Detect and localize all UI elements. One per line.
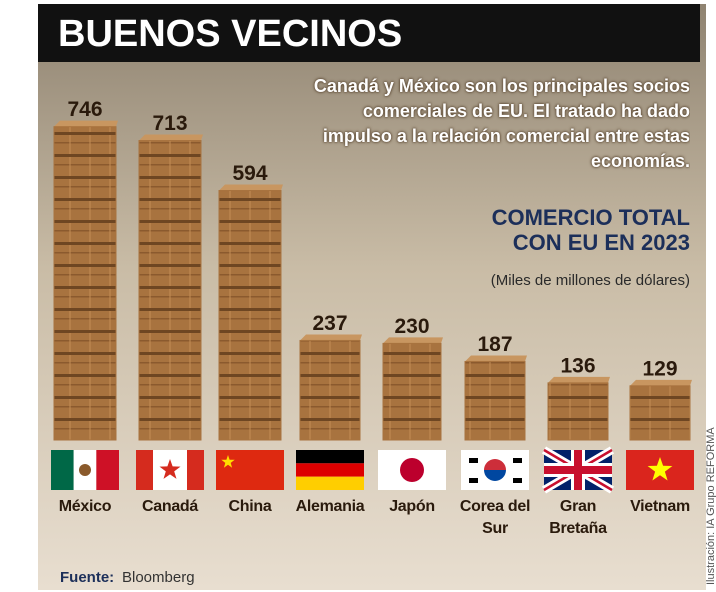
chart-title-box: COMERCIO TOTAL CON EU EN 2023 (440, 205, 690, 265)
value-label: 237 (312, 312, 347, 335)
flag (51, 450, 119, 490)
flag-part (187, 450, 204, 490)
category-label: Vietnam (624, 496, 696, 518)
flag-part (216, 450, 284, 490)
flag-part (296, 450, 364, 463)
flag-part (513, 458, 522, 463)
bar (383, 343, 441, 440)
category-box: Gran Bretaña (538, 496, 618, 546)
flag (626, 450, 694, 490)
bar-top (548, 377, 610, 383)
subtitle-box: Canadá y México son los principales soci… (300, 74, 690, 184)
bar-top (219, 185, 283, 191)
flag (136, 450, 204, 490)
value-label: 746 (67, 98, 102, 121)
title: BUENOS VECINOS (58, 13, 402, 55)
category-label: Japón (376, 496, 448, 518)
bar (139, 141, 201, 440)
subtitle: Canadá y México son los principales soci… (300, 74, 690, 174)
category-label: Alemania (294, 496, 366, 518)
flag-part (469, 458, 478, 463)
unit-note: (Miles de millones de dólares) (400, 272, 690, 289)
flag-part (574, 450, 582, 490)
bar-top (630, 380, 692, 386)
flag-part (296, 463, 364, 476)
bar (548, 383, 608, 440)
value-label: 594 (232, 162, 267, 185)
value-label: 187 (477, 333, 512, 356)
source-label: Fuente: (60, 569, 114, 586)
bar (465, 361, 525, 440)
credit: Ilustración: IA Grupo REFORMA (705, 427, 716, 585)
flag (378, 450, 446, 490)
flag-part (136, 450, 153, 490)
bar-top (300, 334, 362, 340)
category-box: Japón (372, 496, 452, 546)
category-box: Canadá (130, 496, 210, 546)
flag-part (79, 464, 91, 476)
category-label: Canadá (134, 496, 206, 518)
category-label: Corea del Sur (459, 496, 531, 540)
bar-top (383, 337, 443, 343)
flag (544, 450, 612, 490)
flag-part (400, 458, 424, 482)
category-label: China (214, 496, 286, 518)
flag (461, 450, 529, 490)
value-label: 230 (394, 315, 429, 338)
flag-part (469, 478, 478, 483)
category-box: Corea del Sur (455, 496, 535, 546)
value-label: 136 (560, 354, 595, 377)
bar (219, 191, 281, 440)
unit-box: (Miles de millones de dólares) (400, 272, 690, 296)
category-box: México (45, 496, 125, 546)
bar-top (465, 355, 527, 361)
value-label: 129 (642, 357, 677, 380)
bar-top (139, 135, 203, 141)
category-box: Vietnam (620, 496, 700, 546)
bar-top (54, 121, 118, 127)
value-label: 713 (152, 112, 187, 135)
category-box: China (210, 496, 290, 546)
category-label: México (49, 496, 121, 518)
bar (630, 386, 690, 440)
category-label: Gran Bretaña (542, 496, 614, 540)
category-box: Alemania (290, 496, 370, 546)
bar (300, 340, 360, 440)
flag (216, 450, 284, 490)
chart-title: COMERCIO TOTAL CON EU EN 2023 (440, 205, 690, 255)
flag-part (513, 478, 522, 483)
flag-part (51, 450, 74, 490)
source-name: Bloomberg (122, 569, 195, 586)
flag-part (296, 477, 364, 490)
flag (296, 450, 364, 490)
flag-part (96, 450, 119, 490)
bar (54, 127, 116, 440)
infographic: BUENOS VECINOS Canadá y México son los p… (0, 0, 716, 592)
